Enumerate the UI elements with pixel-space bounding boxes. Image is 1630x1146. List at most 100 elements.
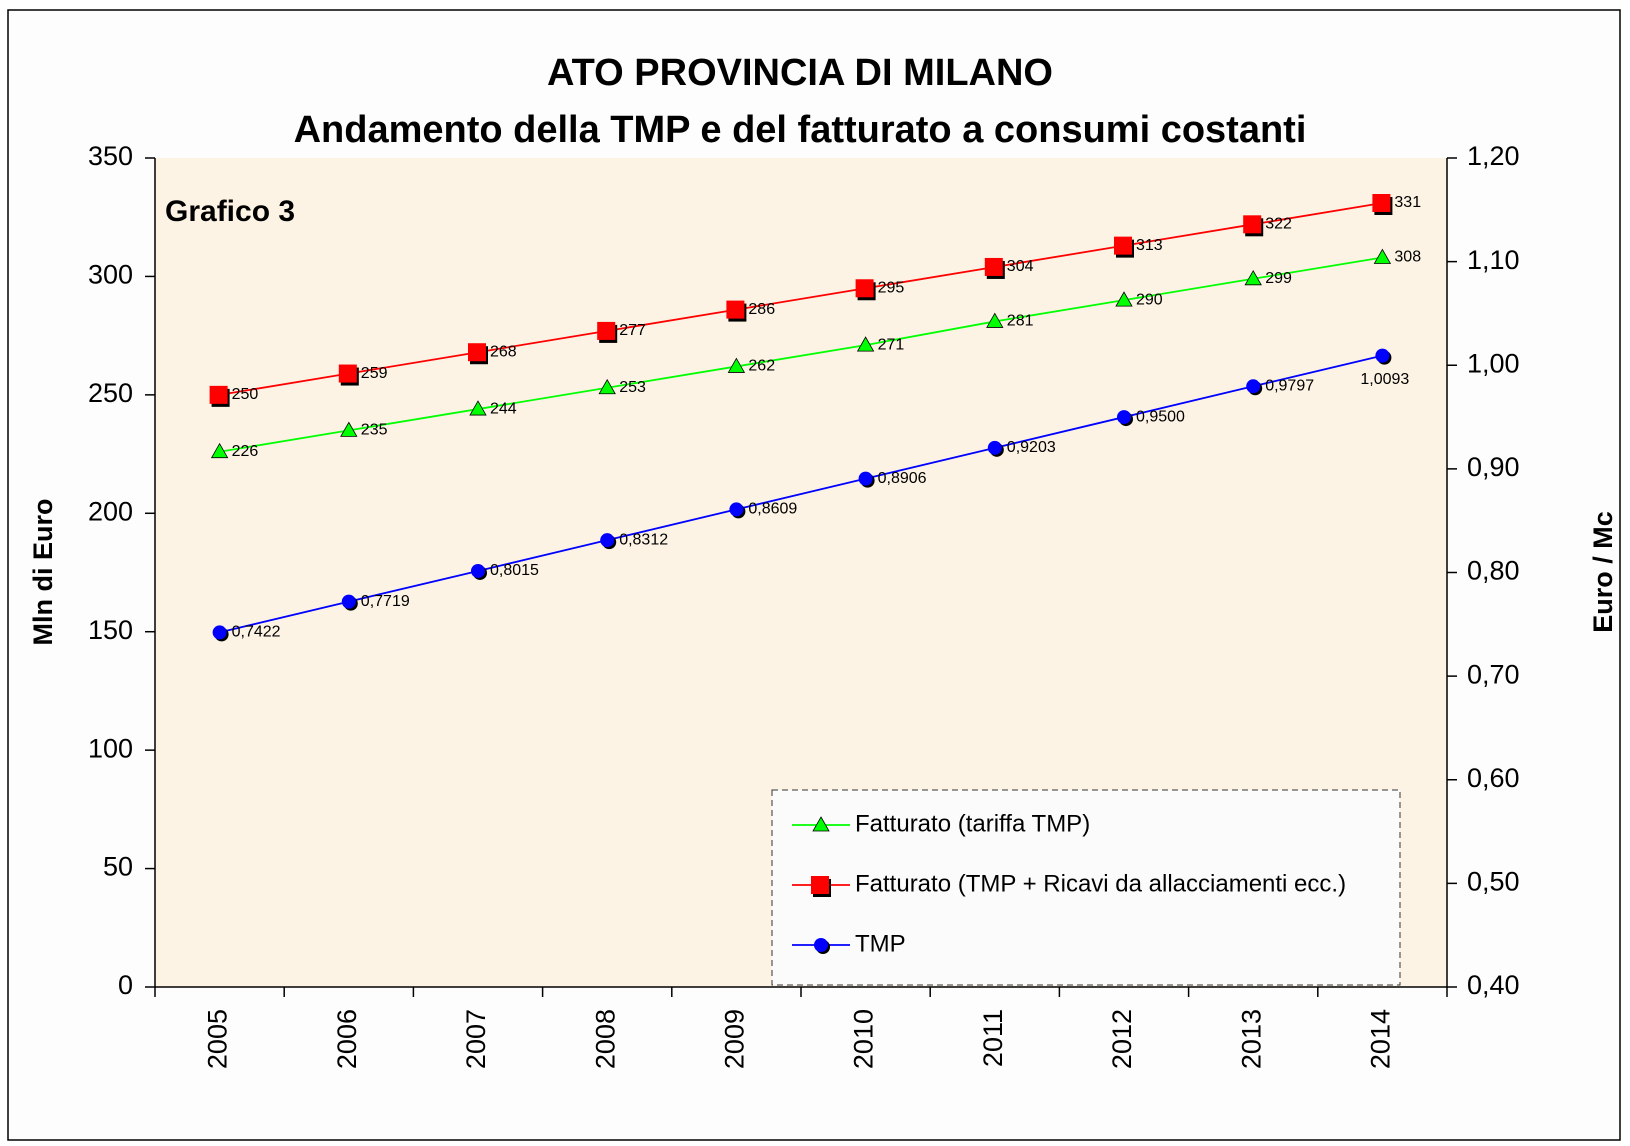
point	[597, 321, 616, 340]
point	[1114, 236, 1132, 255]
data-label: 1,0093	[1360, 371, 1409, 388]
y-tick-label: 100	[88, 733, 133, 763]
legend-marker	[814, 938, 828, 952]
series-line	[219, 256, 1383, 453]
point	[984, 257, 1003, 276]
data-label: 0,9797	[1265, 378, 1314, 395]
y2-tick-label: 1,00	[1467, 348, 1520, 378]
data-label: 0,9500	[1136, 408, 1185, 425]
point	[1375, 348, 1390, 363]
legend-marker	[811, 876, 829, 894]
annotation: Grafico 3	[165, 195, 295, 228]
x-tick-label: 2007	[461, 1009, 491, 1069]
point	[726, 300, 745, 319]
y2-tick-label: 0,80	[1467, 556, 1520, 586]
x-tick-label: 2008	[590, 1009, 620, 1069]
point	[987, 440, 1002, 455]
data-label: 313	[1136, 237, 1163, 254]
y-tick-label: 200	[88, 496, 133, 526]
legend-label: TMP	[855, 930, 906, 957]
y2-tick-label: 0,90	[1467, 452, 1520, 482]
point	[1373, 248, 1392, 264]
legend	[771, 789, 1401, 986]
data-label: 295	[878, 279, 905, 296]
y-tick-label: 350	[88, 141, 133, 171]
point	[1243, 215, 1262, 234]
data-label: 277	[619, 322, 646, 339]
y2-tick-label: 0,50	[1467, 867, 1520, 897]
point	[858, 471, 873, 486]
data-label: 259	[361, 365, 388, 382]
x-tick-label: 2012	[1107, 1009, 1137, 1069]
y-tick-label: 250	[88, 378, 133, 408]
x-tick-label: 2006	[332, 1009, 362, 1069]
point	[468, 343, 486, 362]
data-label: 286	[748, 301, 775, 318]
point	[1117, 410, 1131, 425]
data-label: 250	[232, 386, 259, 403]
data-label: 281	[1007, 313, 1034, 330]
data-label: 0,8609	[748, 501, 797, 518]
x-tick-label: 2011	[978, 1009, 1008, 1067]
y2-tick-label: 0,70	[1467, 659, 1520, 689]
data-label: 262	[748, 358, 775, 375]
y-tick-label: 50	[103, 852, 133, 882]
data-label: 0,8906	[878, 470, 927, 487]
data-label: 235	[361, 422, 388, 439]
point	[212, 625, 227, 640]
x-tick-label: 2014	[1366, 1009, 1396, 1069]
data-label: 0,7422	[232, 624, 281, 641]
y-tick-label: 150	[88, 615, 133, 645]
point	[338, 364, 357, 383]
chart-subtitle: Andamento della TMP e del fatturato a co…	[294, 109, 1307, 151]
point	[469, 400, 487, 416]
x-tick-label: 2009	[720, 1009, 750, 1069]
data-label: 0,9203	[1007, 439, 1056, 456]
x-tick-label: 2010	[849, 1009, 879, 1069]
point	[1246, 379, 1261, 394]
point	[341, 594, 356, 609]
point	[855, 279, 874, 298]
data-label: 244	[490, 400, 517, 417]
y2-tick-label: 1,10	[1467, 245, 1520, 275]
y-tick-label: 300	[88, 260, 133, 290]
point	[1372, 194, 1391, 213]
point	[471, 563, 485, 578]
data-label: 268	[490, 343, 517, 360]
data-label: 290	[1136, 291, 1163, 308]
point	[1244, 269, 1262, 286]
legend-marker	[812, 816, 830, 832]
point	[600, 533, 615, 548]
series-line	[219, 202, 1383, 396]
data-label: 0,8312	[619, 531, 668, 548]
data-label: 253	[619, 379, 646, 396]
chart-title: ATO PROVINCIA DI MILANO	[547, 52, 1053, 94]
y2-axis-label: Euro / Mc	[1588, 511, 1618, 633]
data-label: 226	[232, 443, 259, 460]
point	[856, 336, 875, 352]
point	[598, 378, 616, 395]
point	[1115, 291, 1133, 307]
data-label: 322	[1265, 216, 1292, 233]
point	[209, 385, 228, 404]
point	[986, 312, 1004, 328]
point	[729, 502, 744, 517]
data-label: 271	[878, 336, 905, 353]
y2-tick-label: 0,40	[1467, 970, 1520, 1000]
point	[727, 357, 746, 373]
point	[210, 442, 229, 459]
legend-label: Fatturato (tariffa TMP)	[855, 810, 1090, 837]
data-label: 0,7719	[361, 593, 410, 610]
data-label: 304	[1007, 258, 1034, 275]
data-label: 308	[1394, 249, 1421, 266]
legend-label: Fatturato (TMP + Ricavi da allacciamenti…	[855, 870, 1346, 897]
data-label: 331	[1394, 194, 1421, 211]
data-label: 0,8015	[490, 562, 539, 579]
x-tick-label: 2005	[203, 1009, 233, 1069]
data-label: 299	[1265, 270, 1292, 287]
series-line	[219, 354, 1383, 634]
y-axis-label: Mln di Euro	[28, 499, 58, 646]
y2-tick-label: 1,20	[1467, 141, 1520, 171]
x-tick-label: 2013	[1236, 1009, 1266, 1069]
